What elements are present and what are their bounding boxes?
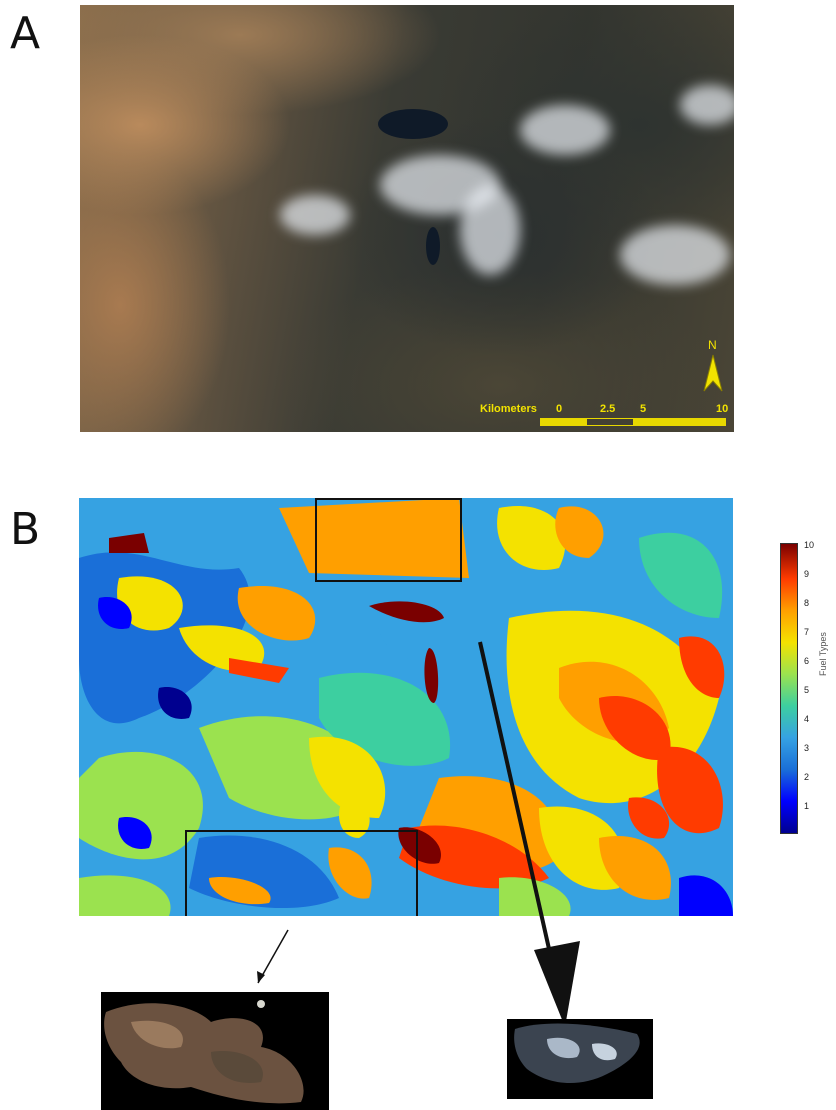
scale-tick: 10 [716,403,729,415]
extracted-region-north-thumbnail [507,1019,653,1099]
scale-bar: Kilometers 0 2.5 5 10 [480,403,730,429]
fuel-types-colorbar [780,543,798,834]
north-label: N [708,338,717,352]
arrow-large-head [534,941,580,1027]
scale-tick: 5 [640,403,647,415]
inset-box-north [315,498,462,582]
extracted-region-south-thumbnail [101,992,329,1110]
panel-a-label: A [10,8,41,59]
scale-tick: 2.5 [600,403,616,415]
colorbar-tick: 1 [804,801,810,811]
colorbar-tick: 7 [804,627,810,637]
colorbar-tick: 8 [804,598,810,608]
satellite-image: N Kilometers 0 2.5 5 10 [80,5,734,432]
arrow-large [478,641,558,981]
arrow-small-head [257,971,265,983]
scale-units: Kilometers [480,403,537,415]
colorbar-tick: 9 [804,569,810,579]
colorbar-tick: 5 [804,685,810,695]
fuel-types-map [79,498,733,916]
inset-box-south [185,830,418,916]
colorbar-tick: 4 [804,714,810,724]
panel-b-label: B [10,504,41,555]
north-arrow-icon: N [703,338,723,392]
scale-tick: 0 [556,403,563,415]
colorbar-tick: 2 [804,772,810,782]
colorbar-tick: 6 [804,656,810,666]
colorbar-tick: 10 [804,540,815,550]
colorbar-tick: 3 [804,743,810,753]
